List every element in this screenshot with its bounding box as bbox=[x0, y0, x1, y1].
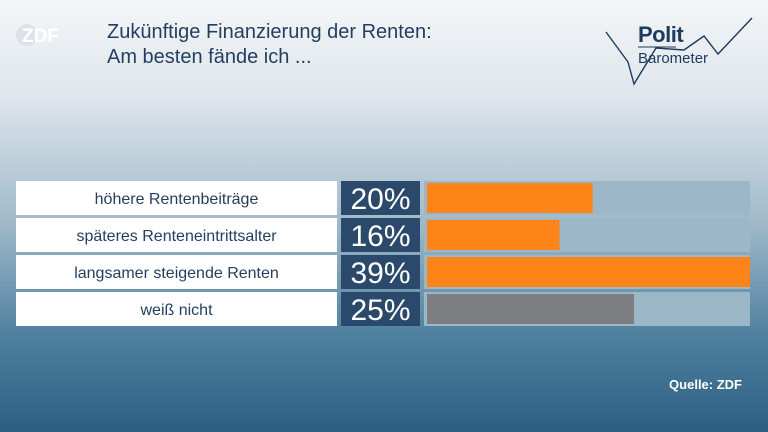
category-label-box bbox=[16, 255, 337, 289]
title-line-2: Am besten fände ich ... bbox=[107, 46, 312, 68]
value-label: 20% bbox=[350, 183, 410, 216]
bar bbox=[427, 220, 560, 250]
brand-line-2: Barometer bbox=[638, 50, 709, 67]
category-label: höhere Rentenbeiträge bbox=[95, 191, 259, 208]
title-line-1: Zukünftige Finanzierung der Renten: bbox=[107, 21, 432, 43]
category-label-box bbox=[16, 218, 337, 252]
category-label: langsamer steigende Renten bbox=[74, 265, 279, 282]
value-box bbox=[341, 255, 420, 289]
bar bbox=[427, 294, 635, 324]
value-box bbox=[341, 292, 420, 326]
value-label: 16% bbox=[350, 220, 410, 253]
bar bbox=[427, 257, 750, 287]
logo-text: ZDF bbox=[22, 26, 59, 47]
chart-title: Zukünftige Finanzierung der Renten: Am b… bbox=[107, 20, 432, 70]
category-label-box bbox=[16, 292, 337, 326]
category-label-box bbox=[16, 181, 337, 215]
category-label: späteres Renteneintrittsalter bbox=[76, 228, 277, 245]
brand-line-1: Polit bbox=[638, 22, 684, 47]
zdf-logo: ZDF bbox=[16, 24, 59, 47]
value-label: 39% bbox=[350, 257, 410, 290]
source-label: Quelle: ZDF bbox=[669, 377, 742, 392]
value-box bbox=[341, 181, 420, 215]
value-label: 25% bbox=[350, 294, 410, 327]
bar bbox=[427, 183, 593, 213]
politbarometer-zigzag-icon bbox=[605, 17, 753, 86]
politbarometer-logo: Polit Barometer bbox=[604, 14, 756, 86]
value-box bbox=[341, 218, 420, 252]
category-label: weiß nicht bbox=[139, 302, 213, 319]
